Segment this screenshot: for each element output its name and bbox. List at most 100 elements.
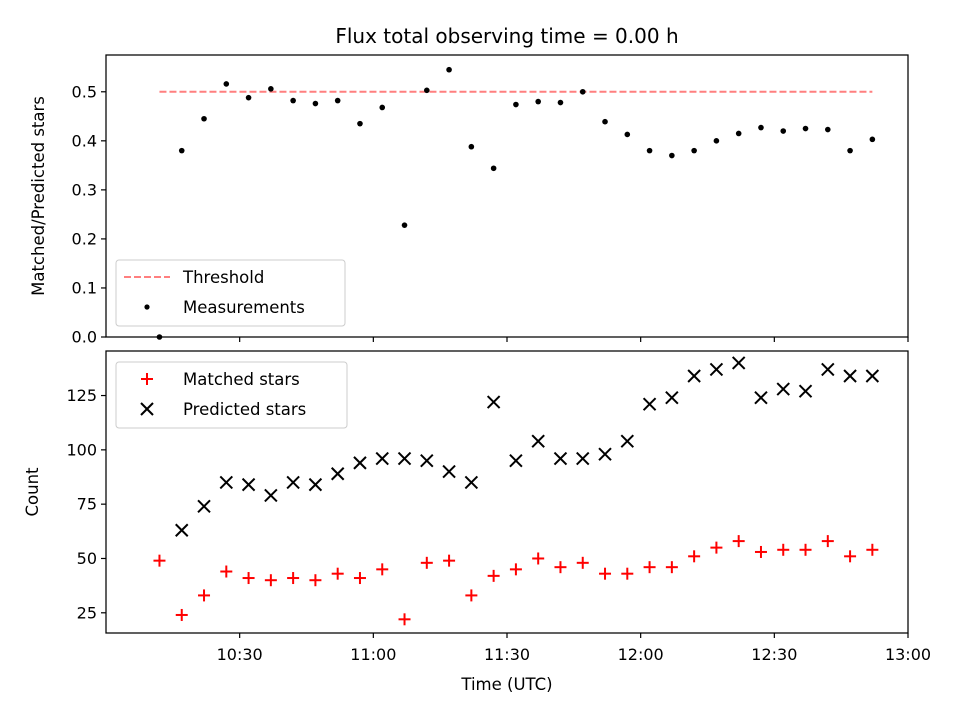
- matched-star-point: [554, 561, 567, 574]
- bottom-x-ticks: 10:30 11:00 11:30 12:00 12:30 13:00: [217, 633, 931, 664]
- measurement-point: [334, 97, 341, 104]
- matched-star-point: [242, 572, 255, 585]
- predicted-star-point: [509, 454, 523, 468]
- top-panel: Flux total observing time = 0.00 h Match…: [29, 24, 909, 347]
- matched-star-point: [153, 554, 166, 567]
- predicted-star-point: [330, 467, 345, 481]
- matched-star-point: [777, 543, 790, 556]
- measurement-point: [691, 147, 697, 154]
- bottom-x-tick-label: 13:00: [885, 645, 931, 664]
- top-y-tick-label: 0.2: [72, 229, 97, 248]
- bottom-x-tick-label: 10:30: [217, 645, 263, 664]
- legend-measurements-swatch: [144, 304, 150, 310]
- matched-star-point: [665, 561, 678, 574]
- predicted-star-point: [375, 451, 389, 466]
- predicted-star-point: [576, 451, 590, 466]
- bottom-x-tick-label: 12:30: [751, 645, 797, 664]
- predicted-star-point: [197, 499, 211, 514]
- bottom-x-tick-label: 11:00: [350, 645, 396, 664]
- measurement-point: [735, 130, 742, 137]
- predicted-star-point: [241, 477, 256, 492]
- matched-star-point: [799, 543, 812, 556]
- top-y-tick-label: 0.3: [72, 180, 97, 199]
- legend-matched-label: Matched stars: [183, 370, 300, 389]
- matched-star-point: [420, 556, 433, 569]
- measurement-point: [201, 115, 207, 122]
- predicted-star-point: [219, 475, 234, 490]
- matched-star-point: [599, 567, 612, 580]
- measurement-point: [490, 165, 497, 172]
- predicted-star-point: [531, 434, 545, 448]
- bottom-y-tick-label: 100: [66, 440, 97, 459]
- matched-star-point: [376, 563, 389, 576]
- matched-star-point: [175, 608, 188, 621]
- predicted-star-point: [420, 454, 434, 468]
- measurement-point: [802, 125, 809, 132]
- legend-measurements-label: Measurements: [183, 298, 305, 317]
- measurement-point: [513, 101, 519, 108]
- top-plot-area: [156, 66, 876, 340]
- predicted-star-point: [286, 475, 300, 490]
- measurement-point: [401, 222, 408, 228]
- top-y-tick-label: 0.5: [72, 82, 97, 101]
- matched-star-point: [754, 545, 767, 558]
- matched-star-point: [688, 550, 701, 563]
- matched-star-point: [198, 589, 211, 602]
- measurement-point: [579, 88, 586, 95]
- measurement-point: [424, 87, 430, 94]
- predicted-star-point: [620, 434, 635, 448]
- predicted-star-point: [665, 391, 679, 405]
- matched-star-point: [353, 572, 366, 585]
- legend-threshold-label: Threshold: [182, 268, 264, 287]
- predicted-star-point: [687, 369, 701, 383]
- legend-predicted-label: Predicted stars: [183, 400, 306, 419]
- matched-star-point: [621, 567, 634, 580]
- matched-star-point: [443, 554, 456, 567]
- predicted-star-point: [865, 369, 880, 383]
- predicted-star-point: [353, 456, 367, 470]
- top-x-ticks: [239, 337, 909, 342]
- measurement-point: [847, 147, 853, 154]
- top-y-tick-label: 0.0: [72, 328, 97, 347]
- matched-star-point: [220, 565, 233, 578]
- measurement-point: [624, 131, 631, 138]
- measurement-point: [869, 136, 876, 143]
- predicted-star-point: [264, 488, 278, 503]
- measurement-point: [178, 147, 185, 154]
- measurement-point: [825, 126, 831, 133]
- matched-star-point: [309, 574, 322, 587]
- measurement-point: [557, 99, 564, 106]
- measurement-point: [223, 81, 230, 87]
- measurement-point: [535, 98, 541, 105]
- top-y-ticks: 0.0 0.1 0.2 0.3 0.4 0.5: [72, 82, 106, 347]
- predicted-star-point: [598, 447, 612, 461]
- matched-star-point: [331, 567, 344, 580]
- measurement-point: [245, 94, 252, 101]
- matched-star-point: [844, 550, 857, 563]
- top-y-tick-label: 0.1: [72, 278, 97, 297]
- top-legend: Threshold Measurements: [115, 259, 346, 327]
- predicted-star-point: [798, 384, 813, 398]
- matched-star-point: [866, 543, 879, 556]
- measurement-point: [268, 86, 274, 92]
- bottom-y-tick-label: 125: [66, 386, 97, 405]
- matched-star-point: [264, 574, 277, 587]
- legend-predicted-swatch: [140, 402, 154, 416]
- bottom-legend: Matched stars Predicted stars: [115, 361, 348, 429]
- matched-star-point: [576, 556, 589, 569]
- measurement-point: [446, 66, 452, 73]
- predicted-star-point: [464, 475, 479, 490]
- predicted-star-point: [843, 369, 857, 383]
- measurement-point: [312, 100, 319, 107]
- matched-star-point: [287, 572, 300, 585]
- legend-matched-swatch: [141, 373, 153, 385]
- measurement-point: [357, 120, 363, 127]
- matched-star-point: [532, 552, 545, 565]
- bottom-y-ticks: 25 50 75 100 125: [66, 386, 106, 622]
- matched-star-point: [821, 535, 834, 548]
- chart-title: Flux total observing time = 0.00 h: [335, 24, 678, 48]
- measurement-point: [379, 104, 386, 111]
- top-legend-box: [115, 259, 346, 327]
- measurement-point: [602, 118, 608, 125]
